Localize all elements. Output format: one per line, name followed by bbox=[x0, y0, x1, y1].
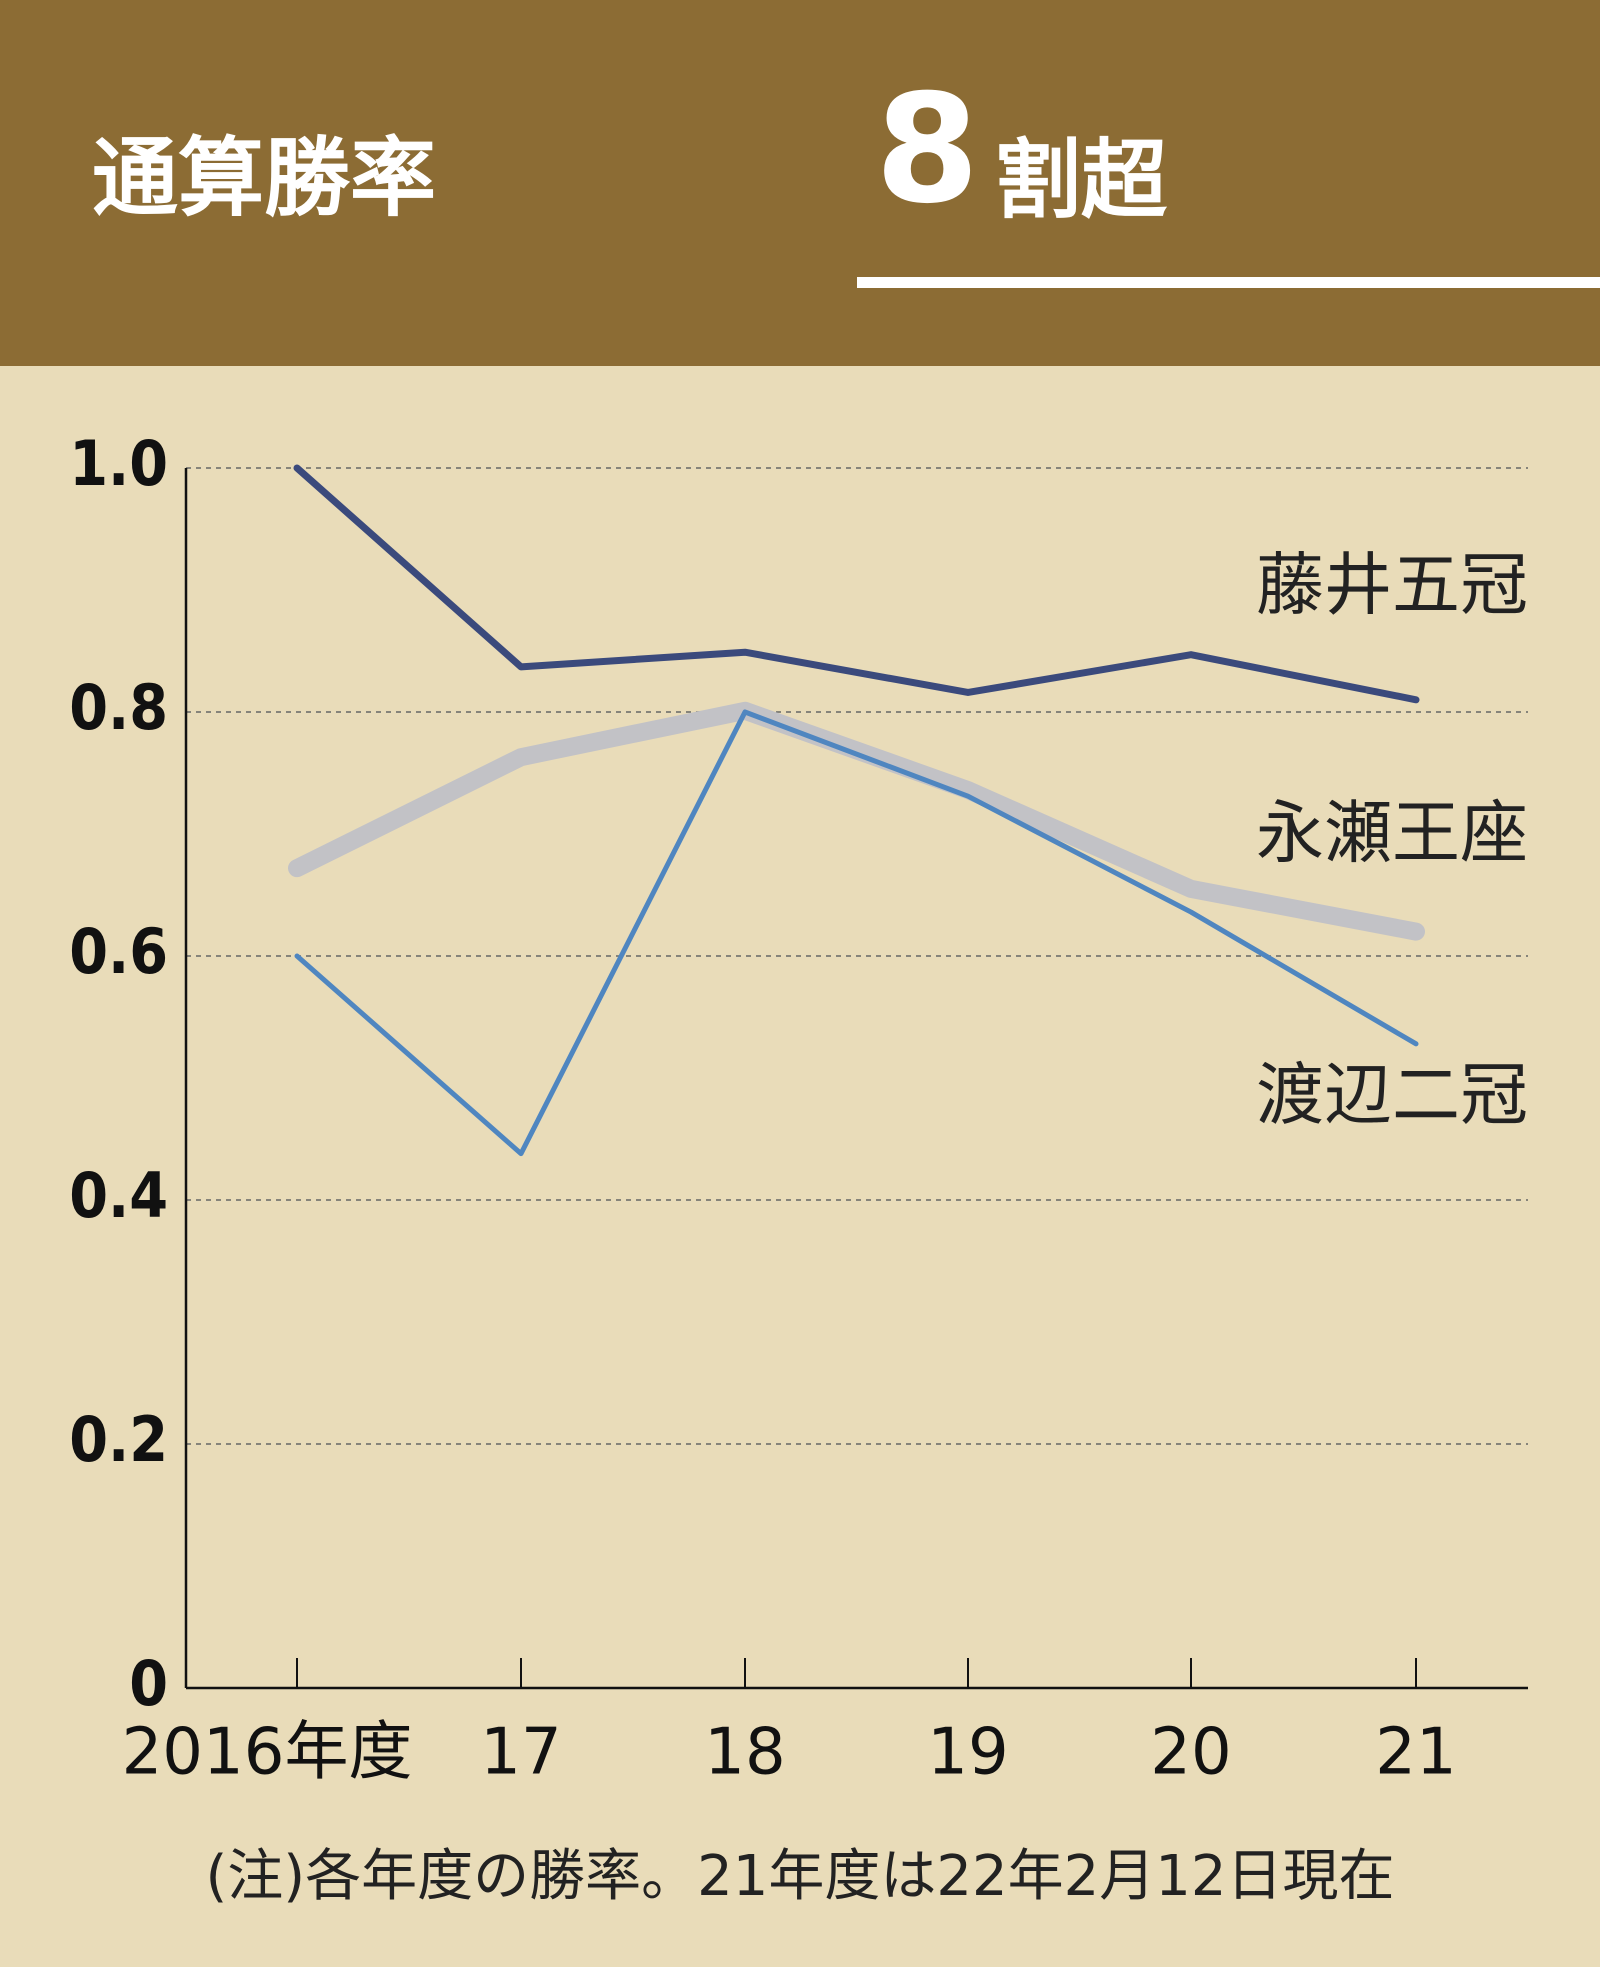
note: (注)各年度の勝率。21年度は22年2月12日現在 bbox=[205, 1844, 1394, 1909]
x-tick-label: 2016年度 bbox=[122, 1716, 413, 1790]
y-tick-label: 0 bbox=[129, 1647, 168, 1720]
chart-title: 通算勝率 bbox=[92, 128, 436, 228]
series-label: 藤井五冠 bbox=[1256, 547, 1528, 626]
x-tick-label: 18 bbox=[704, 1716, 785, 1790]
series-line bbox=[294, 709, 1419, 1157]
x-tick-label: 20 bbox=[1150, 1716, 1231, 1790]
y-tick-label: 0.8 bbox=[69, 671, 168, 744]
x-tick-label: 21 bbox=[1375, 1716, 1456, 1790]
series-label: 永瀬王座 bbox=[1256, 795, 1528, 874]
series-label: 渡辺二冠 bbox=[1256, 1057, 1528, 1136]
y-tick-label: 0.6 bbox=[69, 915, 168, 988]
y-tick-label: 0.2 bbox=[69, 1403, 168, 1476]
y-tick-label: 0.4 bbox=[69, 1159, 168, 1232]
header bbox=[0, 0, 1600, 366]
x-tick-label: 17 bbox=[480, 1716, 561, 1790]
series-line bbox=[293, 464, 1420, 704]
y-tick-label: 1.0 bbox=[69, 427, 168, 500]
headline-number: 8 bbox=[875, 63, 979, 237]
headline-text: 割超 bbox=[995, 130, 1168, 230]
x-tick-label: 19 bbox=[927, 1716, 1008, 1790]
series-line bbox=[288, 701, 1425, 941]
headline-underline bbox=[857, 277, 1600, 288]
